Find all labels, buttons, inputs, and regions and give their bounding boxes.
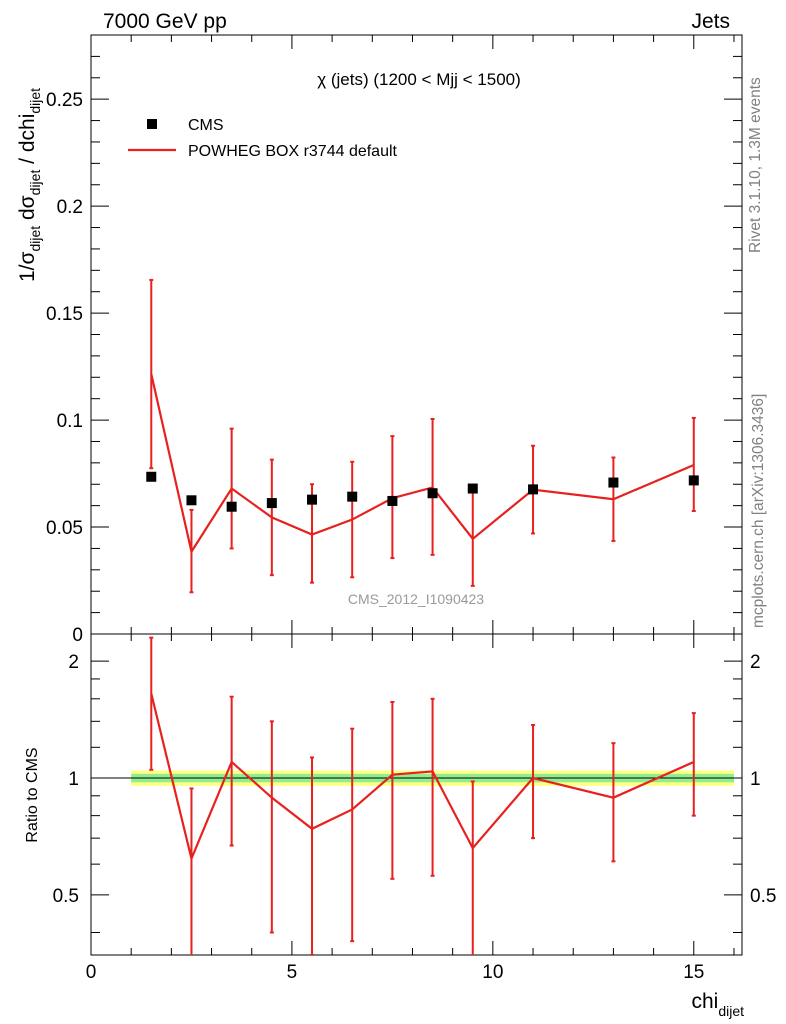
ratio-axis-ticks (90, 634, 742, 955)
main-axis-ticks (90, 34, 742, 635)
cms-data-point (608, 477, 619, 488)
main-panel: χ (jets) (1200 < Mjj < 1500) CMS_2012_I1… (16, 34, 743, 646)
ratio-powheg-line (150, 693, 695, 863)
main-plot-title: χ (jets) (1200 < Mjj < 1500) (317, 70, 521, 89)
ratio-y-tick-label: 1 (68, 769, 79, 790)
ratio-y-axis-label: Ratio to CMS (24, 747, 41, 842)
cms-data-point (266, 498, 277, 509)
ratio-y-tick-label-right: 2 (750, 652, 761, 673)
xlabel-base: chi (691, 990, 718, 1013)
legend-label-powheg: POWHEG BOX r3744 default (188, 143, 398, 160)
main-y-tick-label: 0.25 (46, 90, 83, 111)
x-tick-label: 10 (482, 962, 503, 983)
main-y-axis-label: 1/σdijet dσdijet / dchidijet (16, 88, 43, 282)
legend: CMS POWHEG BOX r3744 default (128, 117, 398, 160)
cms-data-point (688, 475, 699, 486)
main-y-tick-label: 0 (72, 625, 83, 646)
cms-data-point (467, 483, 478, 494)
header-left-label: 7000 GeV pp (103, 10, 227, 33)
main-y-tick-label: 0.15 (46, 304, 83, 325)
legend-marker-cms (147, 119, 157, 129)
ratio-y-tick-label-right: 0.5 (750, 886, 776, 907)
ylabel-mid: dσ (16, 195, 39, 226)
ratio-y-tick-label: 2 (68, 652, 79, 673)
main-y-tick-label: 0.05 (46, 518, 83, 539)
ylabel-sub2: dijet (27, 170, 43, 196)
ylabel-sub3: dijet (27, 88, 43, 114)
powheg-line (150, 373, 695, 555)
rivet-version-label: Rivet 3.1.10, 1.3M events (747, 77, 764, 253)
cms-data-point (387, 495, 398, 506)
cms-data-point (307, 494, 318, 505)
x-tick-label: 15 (683, 962, 704, 983)
cms-data-point (427, 488, 438, 499)
main-y-tick-label: 0.1 (57, 411, 83, 432)
x-tick-label: 5 (287, 962, 298, 983)
watermark-label: CMS_2012_I1090423 (348, 591, 484, 607)
mcplots-source-label: mcplots.cern.ch [arXiv:1306.3436] (750, 394, 767, 628)
ylabel-tail: / dchi (16, 114, 39, 170)
cms-data-point (186, 495, 197, 506)
cms-data-point (347, 491, 358, 502)
header-right-label: Jets (691, 10, 730, 33)
cms-data-point (528, 484, 539, 495)
main-y-tick-label: 0.2 (57, 197, 83, 218)
x-tick-label: 0 (86, 962, 97, 983)
ylabel-sub1: dijet (27, 226, 43, 252)
ratio-y-tick-label-right: 1 (750, 769, 761, 790)
xlabel-sub: dijet (718, 1003, 744, 1019)
ratio-y-tick-label: 0.5 (53, 886, 79, 907)
ylabel-base: 1/σ (16, 251, 39, 282)
ratio-plot-frame (90, 633, 743, 956)
ratio-panel: 0.5 0.5 1 1 2 2 0 5 10 15 Ratio to CMS chidijet (24, 633, 776, 1019)
cms-data-point (146, 471, 157, 482)
x-axis-label: chidijet (691, 990, 744, 1019)
legend-label-cms: CMS (188, 117, 224, 134)
cms-data-point (226, 501, 237, 512)
